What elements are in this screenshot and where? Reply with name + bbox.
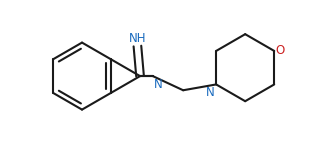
Text: O: O xyxy=(275,44,285,57)
Text: N: N xyxy=(206,86,215,99)
Text: NH: NH xyxy=(129,32,146,45)
Text: N: N xyxy=(153,78,162,91)
